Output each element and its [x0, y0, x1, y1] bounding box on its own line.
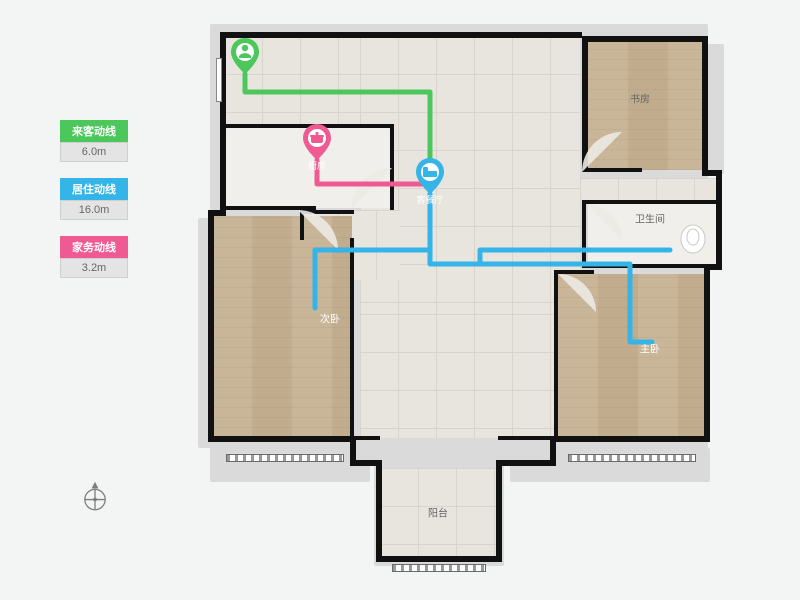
room-living-lower	[360, 314, 554, 438]
wall-balc-l	[376, 460, 382, 562]
legend-living-value: 16.0m	[60, 200, 128, 220]
label-bedroom2: 次卧	[320, 311, 340, 326]
window-btm-r	[568, 454, 696, 462]
marker-entry	[231, 38, 259, 74]
wall-bath-b	[582, 264, 708, 268]
floorplan: 厨房 客餐厅 书房 卫生间 次卧 主卧 阳台	[180, 18, 780, 578]
wall-btm-r3	[496, 460, 556, 466]
marker-kitchen: 厨房	[303, 124, 331, 160]
wall-balc-b	[376, 556, 502, 562]
label-bathroom: 卫生间	[635, 211, 665, 226]
wall-btm-r1	[550, 436, 710, 442]
legend-house-label: 家务动线	[60, 236, 128, 258]
door-study	[582, 130, 628, 176]
window-balcony	[392, 564, 486, 572]
wall-right-lower	[704, 270, 710, 442]
label-study: 书房	[630, 91, 650, 106]
wall-right-upper	[702, 36, 708, 176]
wall-btm-l1	[208, 436, 356, 442]
wall-liv-b-r	[498, 436, 554, 440]
door-bath	[586, 204, 628, 246]
door-kitchen	[348, 168, 394, 214]
room-hallway	[580, 178, 716, 202]
window-top-left	[216, 58, 222, 102]
legend-guest-value: 6.0m	[60, 142, 128, 162]
wall-bed2-r	[350, 238, 354, 438]
legend-living-label: 居住动线	[60, 178, 128, 200]
marker-kitchen-label: 厨房	[308, 159, 326, 172]
legend-guest-label: 来客动线	[60, 120, 128, 142]
compass-icon	[78, 480, 112, 514]
legend-item-living: 居住动线 16.0m	[60, 178, 128, 220]
toilet-icon	[676, 222, 710, 256]
window-btm-l	[226, 454, 344, 462]
door-bed2	[298, 210, 344, 256]
wall-liv-b-l	[356, 436, 380, 440]
legend-item-house: 家务动线 3.2m	[60, 236, 128, 278]
wall-r-notch	[716, 170, 722, 270]
marker-living: 客餐厅	[416, 158, 444, 194]
wall-top	[220, 32, 582, 38]
legend-item-guest: 来客动线 6.0m	[60, 120, 128, 162]
door-bed1	[558, 274, 602, 318]
legend-house-value: 3.2m	[60, 258, 128, 278]
legend: 来客动线 6.0m 居住动线 16.0m 家务动线 3.2m	[60, 120, 128, 294]
wall-top-r	[582, 36, 708, 42]
label-balcony: 阳台	[428, 505, 448, 520]
label-bedroom1: 主卧	[640, 341, 660, 356]
wall-balc-r	[496, 460, 502, 562]
wall-left-lower	[208, 210, 214, 442]
wall-left-mid	[220, 126, 226, 210]
shadow-right	[708, 44, 724, 174]
marker-living-label: 客餐厅	[416, 193, 443, 206]
